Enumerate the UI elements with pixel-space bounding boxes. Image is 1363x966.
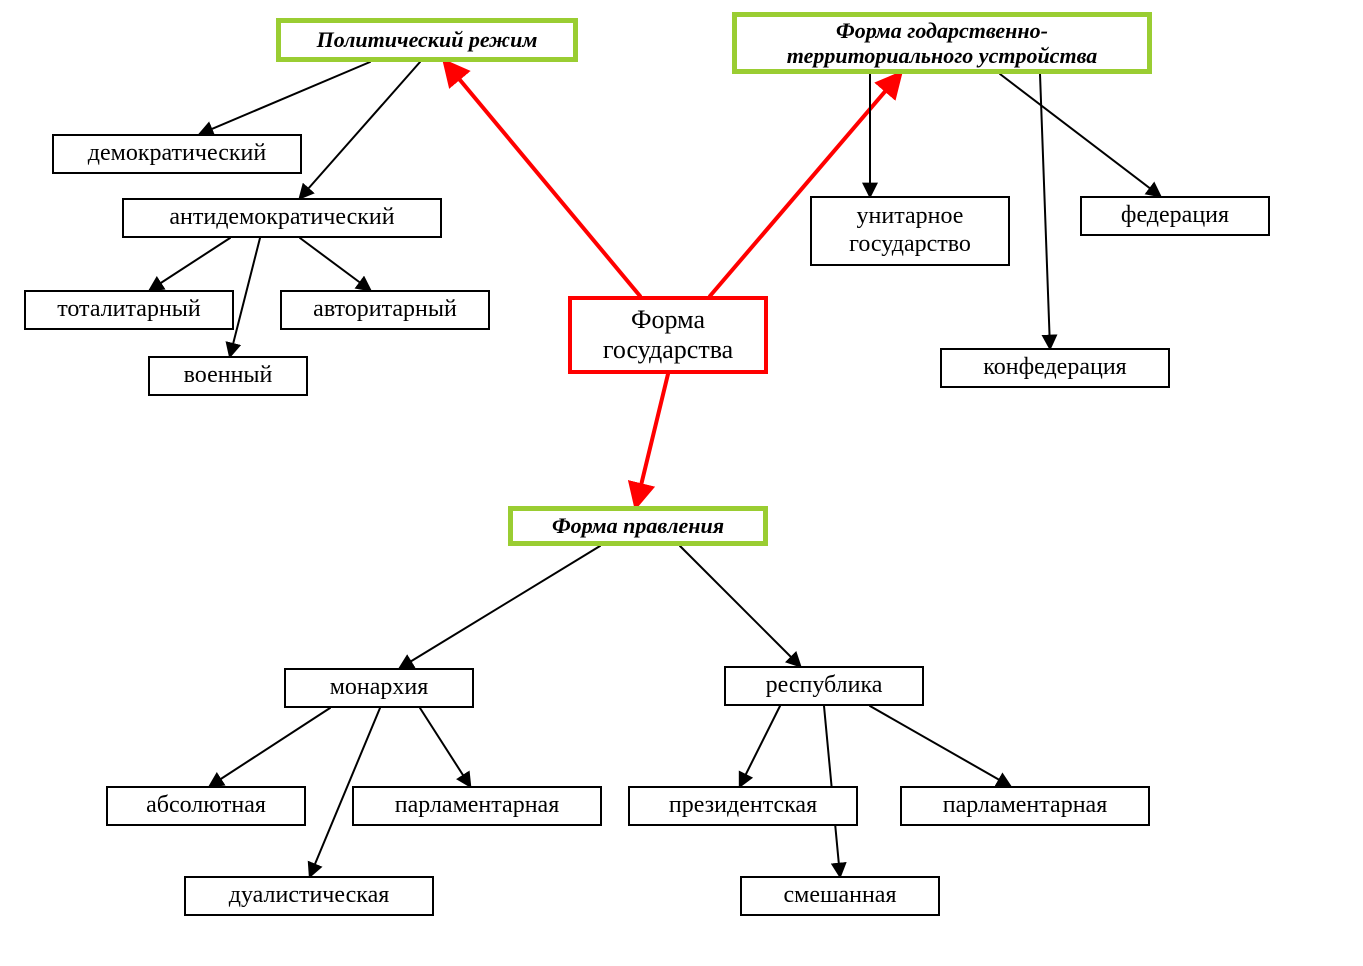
edge-monarchy-to-mon_parliament [420,708,470,786]
node-antidemocratic: антидемократический [122,198,442,238]
node-federation: федерация [1080,196,1270,236]
node-authoritarian: авторитарный [280,290,490,330]
edge-republic-to-rep_parliament [870,706,1010,786]
edge-monarchy-to-absolute [210,708,330,786]
edge-root-to-rule [636,374,668,506]
edge-territory-to-federation [1000,74,1160,196]
node-republic: республика [724,666,924,706]
diagram-canvas: Формагосударства Политический режим Форма … [0,0,1363,966]
node-rule: Форма правления [508,506,768,546]
node-presidential: президентская [628,786,858,826]
edge-antidemocratic-to-totalitarian [150,238,230,290]
edge-rule-to-republic [680,546,800,666]
node-totalitarian: тоталитарный [24,290,234,330]
node-rep_parliament: парламентарная [900,786,1150,826]
edge-regime-to-antidemocratic [300,62,420,198]
edge-rule-to-monarchy [400,546,600,668]
edge-regime-to-democratic [200,62,370,134]
edge-antidemocratic-to-military [230,238,260,356]
node-territory: Форма годарственно-территориального устр… [732,12,1152,74]
node-confederation: конфедерация [940,348,1170,388]
node-mon_parliament: парламентарная [352,786,602,826]
edge-antidemocratic-to-authoritarian [300,238,370,290]
node-mixed: смешанная [740,876,940,916]
edge-territory-to-confederation [1040,74,1050,348]
node-dualistic: дуалистическая [184,876,434,916]
node-unitary: унитарноегосударство [810,196,1010,266]
node-monarchy: монархия [284,668,474,708]
node-democratic: демократический [52,134,302,174]
edge-republic-to-presidential [740,706,780,786]
node-absolute: абсолютная [106,786,306,826]
node-regime: Политический режим [276,18,578,62]
edge-root-to-regime [445,62,640,296]
node-military: военный [148,356,308,396]
node-root: Формагосударства [568,296,768,374]
